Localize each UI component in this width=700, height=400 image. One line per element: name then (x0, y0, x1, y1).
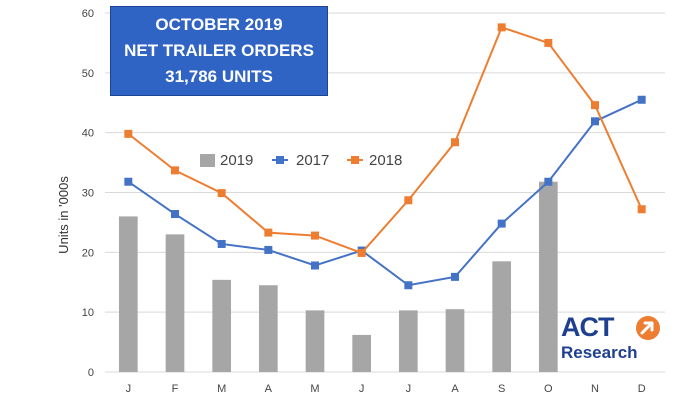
y-tick-label: 20 (82, 247, 94, 259)
marker-2018 (497, 23, 506, 32)
marker-2018 (357, 248, 366, 257)
y-tick-label: 10 (82, 307, 94, 319)
lines (124, 23, 646, 290)
x-tick-label: N (591, 383, 599, 395)
x-tick-label: F (172, 383, 179, 395)
x-tick-label: M (310, 383, 319, 395)
legend-marker-2018 (351, 156, 359, 164)
marker-2017 (171, 210, 179, 219)
marker-2017 (544, 177, 553, 186)
legend-label-2019: 2019 (220, 152, 253, 169)
bar-2019 (259, 285, 278, 372)
marker-2018 (264, 228, 273, 237)
marker-2017 (637, 95, 646, 104)
title-line-3: 31,786 UNITS (165, 67, 273, 86)
act-research-logo: ACT Research (561, 312, 667, 368)
line-2017 (127, 98, 643, 287)
logo-research-text: Research (561, 343, 638, 362)
title-box: OCTOBER 2019 NET TRAILER ORDERS 31,786 U… (110, 6, 328, 96)
marker-2018 (637, 205, 646, 214)
bar-2019 (212, 279, 231, 372)
marker-2017 (217, 239, 226, 248)
bar-2019 (492, 261, 511, 372)
bar-2019 (352, 334, 371, 372)
marker-2017 (451, 272, 459, 281)
y-tick-label: 30 (82, 188, 94, 200)
x-tick-label: A (265, 383, 273, 395)
legend-label-2018: 2018 (369, 152, 402, 169)
marker-2018 (404, 196, 413, 205)
marker-2018 (451, 138, 459, 147)
logo-act-text: ACT (561, 312, 614, 342)
marker-2017 (404, 281, 413, 290)
marker-2018 (591, 101, 599, 110)
marker-2018 (171, 166, 179, 175)
logo-arrow-icon (636, 316, 660, 340)
legend-marker-2017 (276, 156, 284, 164)
marker-2017 (497, 219, 506, 228)
y-tick-label: 0 (88, 367, 94, 379)
y-tick-label: 50 (82, 68, 94, 80)
marker-2018 (217, 189, 226, 198)
x-tick-label: S (498, 383, 505, 395)
y-axis-ticks: 0 10 20 30 40 50 60 (82, 8, 94, 379)
bar-2019 (305, 310, 325, 372)
legend-label-2017: 2017 (296, 152, 329, 169)
bars-2019 (119, 181, 558, 372)
x-tick-label: J (406, 383, 412, 395)
y-axis-label: Units in '000s (56, 176, 71, 254)
x-tick-label: J (359, 383, 365, 395)
x-tick-label: M (217, 383, 226, 395)
y-tick-label: 60 (82, 8, 94, 20)
bar-2019 (399, 310, 418, 372)
marker-2017 (591, 117, 599, 126)
marker-2017 (264, 245, 273, 254)
marker-2017 (311, 261, 319, 270)
x-tick-label: J (126, 383, 132, 395)
title-line-2: NET TRAILER ORDERS (124, 41, 314, 60)
bar-2019 (539, 181, 558, 372)
line-2018 (127, 26, 643, 255)
y-tick-label: 40 (82, 128, 94, 140)
marker-2018 (124, 129, 133, 138)
x-tick-label: O (544, 383, 553, 395)
x-tick-label: A (451, 383, 459, 395)
marker-2018 (544, 38, 553, 47)
bar-2019 (165, 234, 185, 372)
bar-2019 (445, 309, 465, 372)
marker-2017 (124, 177, 133, 186)
title-line-1: OCTOBER 2019 (155, 15, 283, 34)
marker-2018 (311, 231, 319, 240)
legend-swatch-2019 (200, 154, 215, 167)
legend: 2019 2017 2018 (200, 152, 402, 169)
x-tick-label: D (638, 383, 646, 395)
bar-2019 (119, 216, 138, 372)
